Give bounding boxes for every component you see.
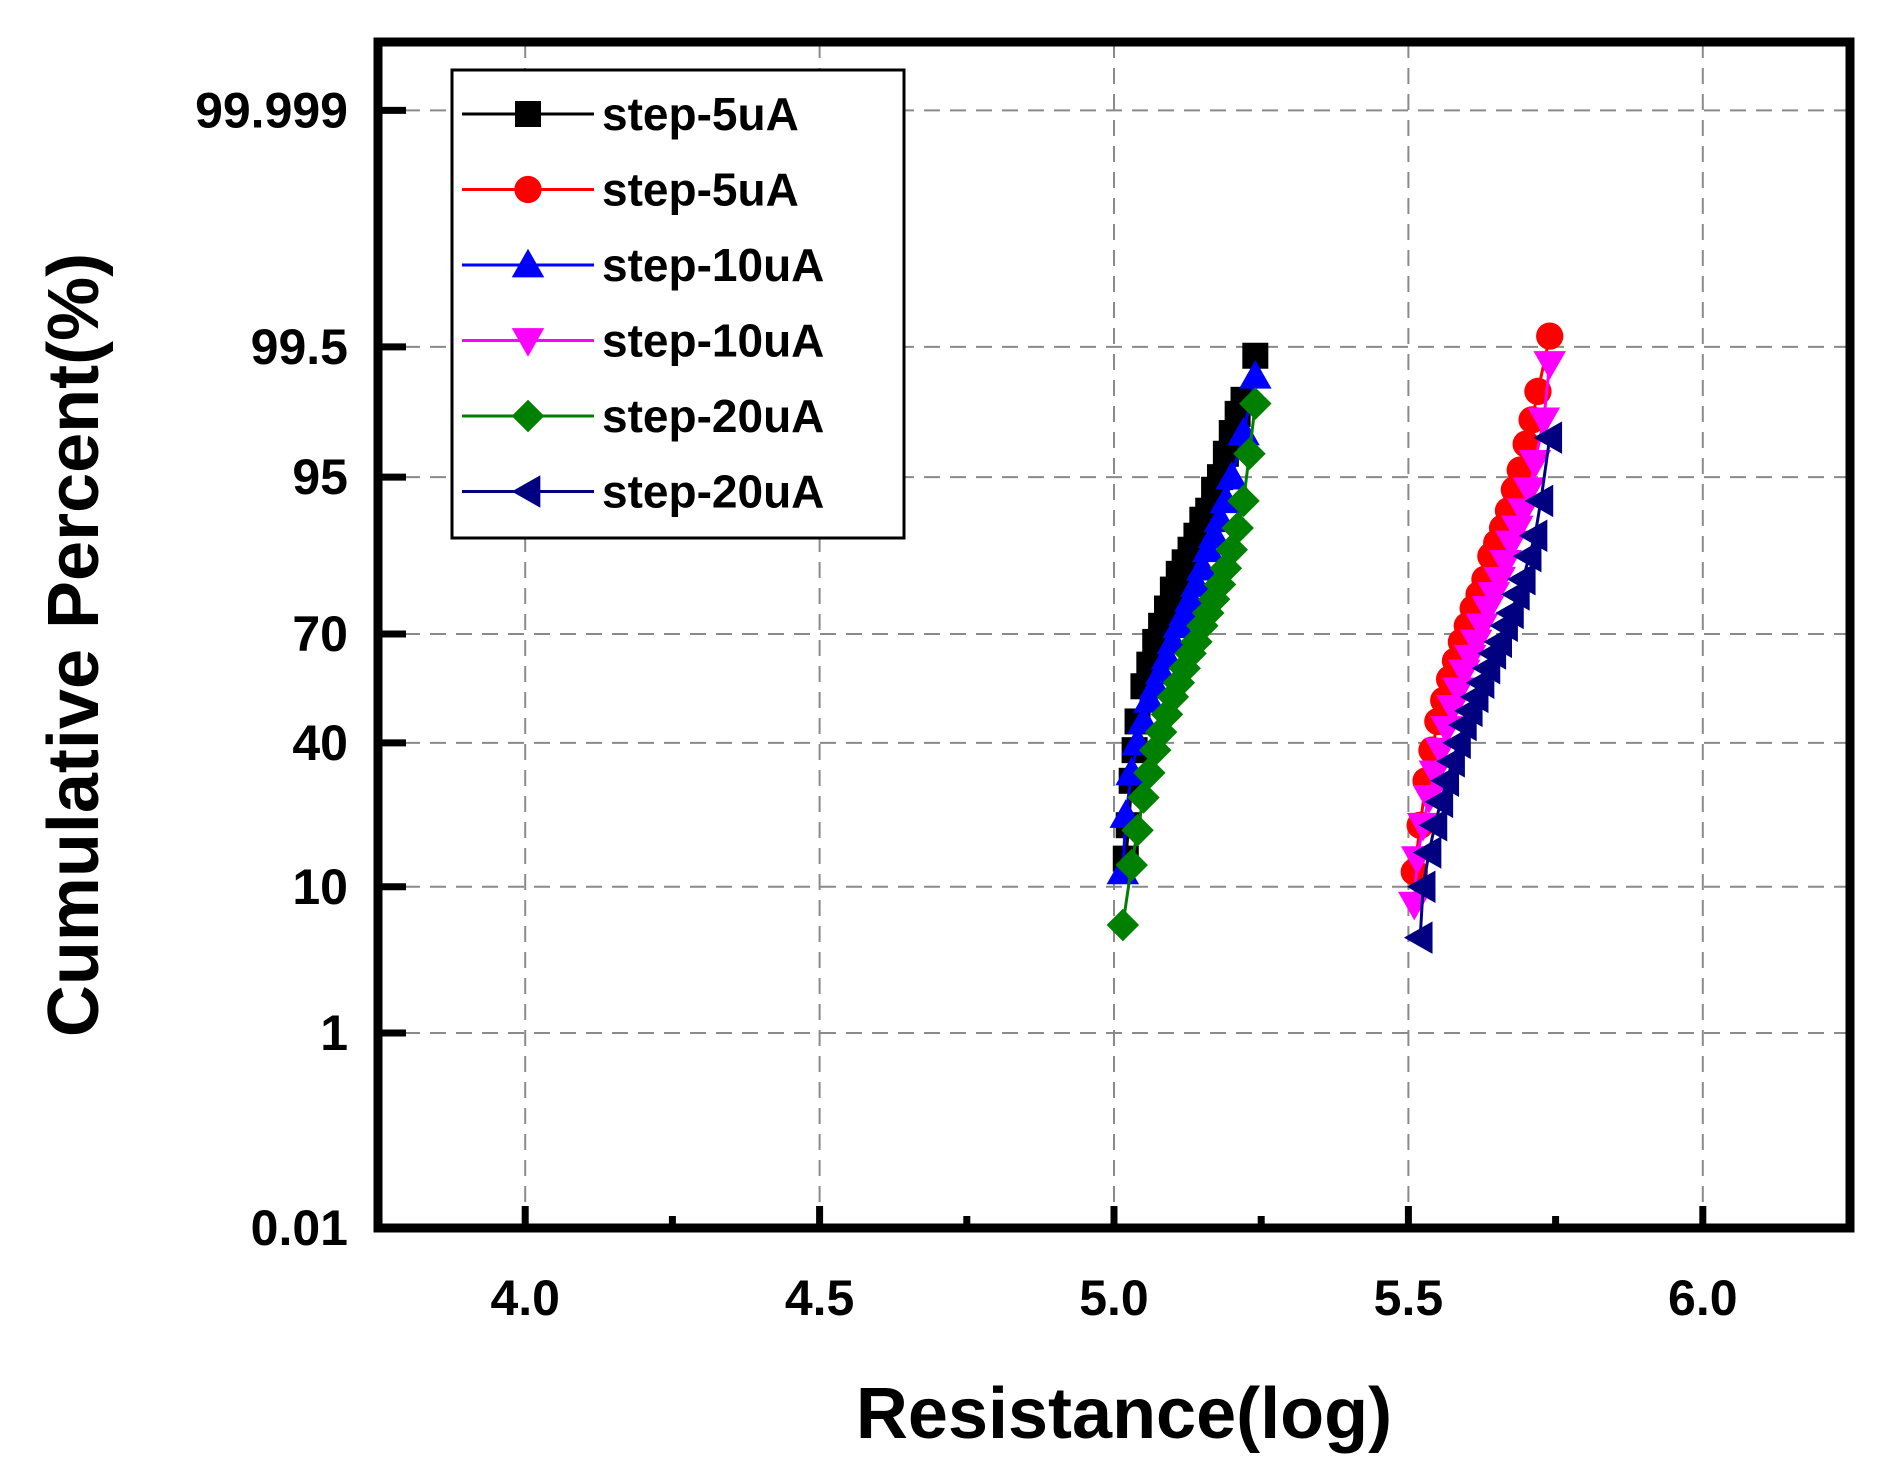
y-tick-label: 10 <box>292 859 348 915</box>
legend-label: step-10uA <box>602 239 824 291</box>
data-point <box>1512 477 1546 507</box>
x-tick-label: 4.5 <box>785 1270 855 1326</box>
legend-item: step-10uA <box>462 315 824 367</box>
data-point <box>1215 460 1249 490</box>
data-point <box>1186 551 1219 581</box>
legend-marker <box>511 248 545 278</box>
y-tick-label: 1 <box>320 1005 348 1061</box>
data-point <box>1424 785 1454 819</box>
y-tick-label: 95 <box>292 449 348 505</box>
y-axis-title: Cumulative Percent(%) <box>34 253 114 1037</box>
data-point <box>1133 756 1166 790</box>
data-point <box>1489 549 1522 579</box>
data-point <box>1536 322 1564 350</box>
series-6 <box>1403 421 1563 954</box>
axis-ticks: 4.0 4.5 5.0 5.5 6.0 0.01 1 10 40 70 95 99.5 99.999 <box>195 82 1737 1326</box>
data-point <box>1412 836 1442 869</box>
x-tick-label: 5.0 <box>1079 1270 1149 1326</box>
data-point <box>1436 695 1469 724</box>
data-point <box>1533 351 1566 380</box>
data-point <box>1506 563 1536 596</box>
legend: step-5uA step-5uA step-10uA step-10uA step-2… <box>450 68 906 540</box>
data-point <box>1121 814 1154 847</box>
legend-marker <box>514 175 542 204</box>
legend-marker <box>511 328 545 357</box>
legend-label: step-20uA <box>602 390 824 442</box>
legend-label: step-20uA <box>602 466 824 518</box>
data-point <box>1430 764 1460 798</box>
legend-item: step-20uA <box>462 466 824 518</box>
legend-item: step-5uA <box>462 164 799 216</box>
legend-item: step-10uA <box>462 239 824 291</box>
data-point <box>1197 519 1231 549</box>
data-point <box>1436 745 1465 778</box>
data-point <box>1239 387 1272 420</box>
data-point <box>1174 583 1207 612</box>
legend-item: step-5uA <box>462 88 799 140</box>
data-point <box>1418 808 1448 842</box>
data-point <box>1115 848 1148 882</box>
data-point <box>1442 726 1471 760</box>
legend-label: step-10uA <box>602 315 824 367</box>
legend-box <box>450 68 906 540</box>
legend-marker <box>511 475 541 508</box>
data-point <box>1227 484 1260 518</box>
data-point <box>1518 519 1548 552</box>
x-tick-label: 5.5 <box>1374 1270 1444 1326</box>
data-point <box>1403 921 1433 954</box>
x-axis-title: Resistance(log) <box>856 1374 1392 1454</box>
series-5 <box>1106 387 1272 942</box>
legend-label: step-5uA <box>602 164 799 216</box>
legend-item: step-20uA <box>462 390 824 442</box>
y-tick-label: 99.999 <box>195 82 348 138</box>
y-tick-label: 70 <box>292 606 348 662</box>
data-point <box>1442 677 1475 707</box>
data-point <box>1418 760 1452 790</box>
data-point <box>1233 437 1266 471</box>
data-point <box>1533 421 1563 454</box>
y-tick-label: 0.01 <box>251 1200 348 1256</box>
data-point <box>1524 484 1554 518</box>
data-point <box>1406 870 1436 904</box>
data-point <box>1506 498 1540 527</box>
data-point <box>1221 511 1254 545</box>
data-point <box>1180 568 1213 597</box>
legend-label: step-5uA <box>602 88 799 140</box>
data-point <box>1518 449 1552 479</box>
y-tick-label: 99.5 <box>251 319 348 375</box>
y-tick-label: 40 <box>292 715 348 771</box>
x-tick-label: 4.0 <box>490 1270 560 1326</box>
x-tick-label: 6.0 <box>1668 1270 1738 1326</box>
legend-marker <box>511 399 545 433</box>
data-point <box>1527 407 1561 437</box>
data-point <box>1106 908 1140 942</box>
data-point <box>1512 539 1542 573</box>
data-point <box>1495 596 1524 630</box>
legend-marker <box>515 101 541 127</box>
series-layer <box>1106 322 1566 954</box>
data-point <box>1239 360 1272 389</box>
data-point <box>1127 781 1160 814</box>
